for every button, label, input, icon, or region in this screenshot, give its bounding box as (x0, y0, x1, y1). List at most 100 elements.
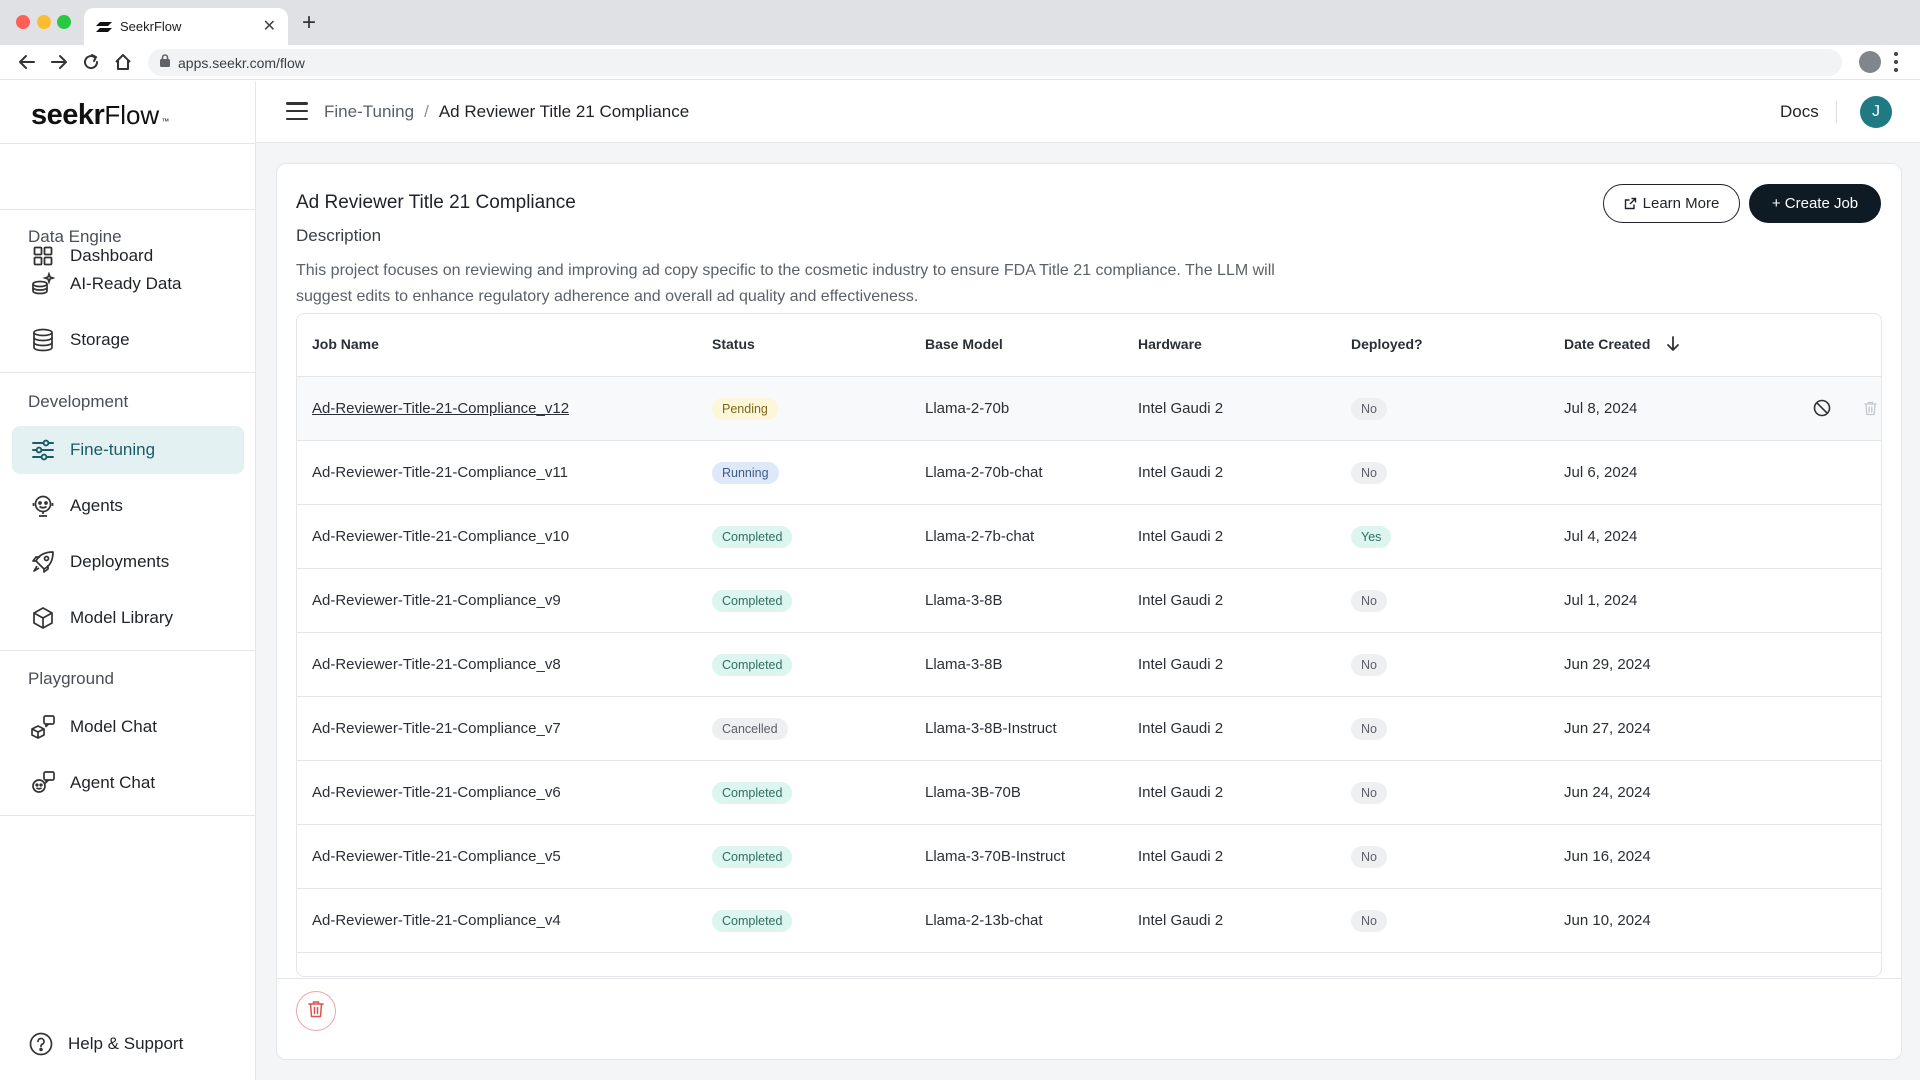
sidebar: seekr Flow ™ Dashboard Data Engine AI-Re… (0, 81, 256, 1080)
window-close-button[interactable] (16, 15, 30, 29)
table-row[interactable]: Ad-Reviewer-Title-21-Compliance_v10 Compl… (297, 505, 1881, 569)
sidebar-divider (0, 650, 255, 651)
status-cell: Completed (712, 825, 793, 888)
sidebar-item-label: Model Library (70, 608, 173, 627)
sidebar-item-storage[interactable]: Storage (12, 316, 244, 364)
date-created-cell: Jun 29, 2024 (1564, 656, 1651, 673)
bulk-delete-button[interactable] (296, 991, 336, 1031)
browser-profile-icon[interactable] (1859, 51, 1881, 73)
sidebar-item-label: Deployments (70, 552, 170, 571)
breadcrumb-current: Ad Reviewer Title 21 Compliance (438, 102, 690, 121)
learn-more-button[interactable]: Learn More (1603, 184, 1740, 223)
sidebar-item-label: Agent Chat (70, 773, 156, 792)
deployed-badge: No (1351, 845, 1387, 868)
breadcrumb-fine-tuning[interactable]: Fine-Tuning (324, 102, 415, 121)
browser-tab-title: SeekrFlow (120, 19, 182, 34)
hardware-cell: Intel Gaudi 2 (1138, 528, 1224, 545)
hardware-cell: Intel Gaudi 2 (1138, 400, 1224, 417)
deployed-cell: No (1351, 761, 1387, 824)
deployed-badge: No (1351, 717, 1387, 740)
url-text: apps.seekr.com/flow (178, 54, 305, 71)
table-row[interactable]: Ad-Reviewer-Title-21-Compliance_v8 Comple… (297, 633, 1881, 697)
tab-close-icon[interactable]: ✕ (262, 17, 276, 35)
back-arrow-icon[interactable] (16, 51, 38, 73)
new-tab-icon[interactable]: + (302, 9, 317, 36)
create-job-button[interactable]: + Create Job (1749, 184, 1881, 223)
avatar[interactable]: J (1860, 96, 1892, 128)
job-name-link[interactable]: Ad-Reviewer-Title-21-Compliance_v11 (312, 464, 568, 481)
trash-icon (308, 1000, 324, 1023)
column-header-base-model[interactable]: Base Model (925, 336, 1003, 352)
cancel-icon[interactable] (1811, 397, 1833, 419)
sidebar-divider (0, 143, 255, 144)
sliders-icon (30, 437, 56, 463)
window-minimize-button[interactable] (37, 15, 51, 29)
sidebar-divider (0, 815, 255, 816)
job-name-link[interactable]: Ad-Reviewer-Title-21-Compliance_v6 (312, 784, 561, 801)
date-created-cell: Jun 16, 2024 (1564, 848, 1651, 865)
sidebar-section-playground: Playground (28, 669, 115, 688)
sidebar-item-agent-chat[interactable]: Agent Chat (12, 759, 244, 807)
status-badge: Completed (712, 909, 793, 932)
breadcrumb: Fine-Tuning / Ad Reviewer Title 21 Compl… (324, 102, 689, 122)
sidebar-divider (0, 209, 255, 210)
sidebar-item-fine-tuning[interactable]: Fine-tuning (12, 426, 244, 474)
job-name-link[interactable]: Ad-Reviewer-Title-21-Compliance_v7 (312, 720, 561, 737)
url-bar[interactable]: apps.seekr.com/flow (148, 49, 1842, 76)
date-created-cell: Jul 8, 2024 (1564, 400, 1638, 417)
sidebar-item-ai-ready-data[interactable]: AI-Ready Data (12, 260, 244, 308)
trash-icon[interactable] (1859, 397, 1881, 419)
table-row[interactable]: Ad-Reviewer-Title-21-Compliance_v4 Comple… (297, 889, 1881, 953)
sort-descending-icon[interactable] (1666, 336, 1680, 352)
job-name-link[interactable]: Ad-Reviewer-Title-21-Compliance_v4 (312, 912, 561, 929)
sidebar-item-help-support[interactable]: Help & Support (10, 1020, 242, 1068)
browser-menu-icon[interactable] (1893, 52, 1899, 72)
window-maximize-button[interactable] (57, 15, 71, 29)
rocket-icon (30, 549, 56, 575)
topbar-divider (1836, 101, 1837, 123)
sidebar-item-deployments[interactable]: Deployments (12, 538, 244, 586)
hardware-cell: Intel Gaudi 2 (1138, 656, 1224, 673)
sidebar-item-label: AI-Ready Data (70, 274, 182, 293)
sidebar-item-label: Help & Support (68, 1034, 184, 1053)
column-header-date-created[interactable]: Date Created (1564, 336, 1680, 352)
date-created-cell: Jun 24, 2024 (1564, 784, 1651, 801)
docs-link[interactable]: Docs (1780, 102, 1819, 121)
job-name-link[interactable]: Ad-Reviewer-Title-21-Compliance_v9 (312, 592, 561, 609)
grid-icon (30, 243, 56, 269)
sidebar-item-model-chat[interactable]: Model Chat (12, 703, 244, 751)
deployed-cell: Yes (1351, 505, 1392, 568)
forward-arrow-icon[interactable] (48, 51, 70, 73)
hamburger-menu-icon[interactable] (286, 102, 308, 120)
breadcrumb-separator: / (424, 102, 429, 121)
column-header-status[interactable]: Status (712, 336, 755, 352)
sidebar-item-agents[interactable]: Agents (12, 482, 244, 530)
base-model-cell: Llama-2-70b (925, 400, 1010, 417)
job-name-link[interactable]: Ad-Reviewer-Title-21-Compliance_v10 (312, 528, 570, 545)
job-name-link[interactable]: Ad-Reviewer-Title-21-Compliance_v12 (312, 400, 570, 417)
sidebar-item-model-library[interactable]: Model Library (12, 594, 244, 642)
reload-icon[interactable] (80, 51, 102, 73)
browser-tab[interactable]: SeekrFlow ✕ (84, 8, 288, 45)
table-row[interactable]: Ad-Reviewer-Title-21-Compliance_v12 Pendi… (297, 377, 1881, 441)
table-row[interactable]: Ad-Reviewer-Title-21-Compliance_v11 Runni… (297, 441, 1881, 505)
deployed-badge: No (1351, 653, 1387, 676)
column-header-job-name[interactable]: Job Name (312, 336, 379, 352)
deployed-badge: No (1351, 589, 1387, 612)
sidebar-item-label: Fine-tuning (70, 440, 156, 459)
home-icon[interactable] (112, 51, 134, 73)
sidebar-item-dashboard[interactable]: Dashboard (12, 232, 244, 280)
table-row[interactable]: Ad-Reviewer-Title-21-Compliance_v5 Comple… (297, 825, 1881, 889)
database-icon (30, 327, 56, 353)
base-model-cell: Llama-2-70b-chat (925, 464, 1043, 481)
deployed-badge: No (1351, 397, 1387, 420)
job-name-link[interactable]: Ad-Reviewer-Title-21-Compliance_v8 (312, 656, 561, 673)
table-row[interactable]: Ad-Reviewer-Title-21-Compliance_v9 Comple… (297, 569, 1881, 633)
seekrflow-logo[interactable]: seekr Flow ™ (31, 99, 170, 131)
column-header-hardware[interactable]: Hardware (1138, 336, 1202, 352)
job-name-link[interactable]: Ad-Reviewer-Title-21-Compliance_v5 (312, 848, 561, 865)
table-row[interactable]: Ad-Reviewer-Title-21-Compliance_v6 Comple… (297, 761, 1881, 825)
hardware-cell: Intel Gaudi 2 (1138, 912, 1224, 929)
table-row[interactable]: Ad-Reviewer-Title-21-Compliance_v7 Cancel… (297, 697, 1881, 761)
column-header-deployed[interactable]: Deployed? (1351, 336, 1423, 352)
